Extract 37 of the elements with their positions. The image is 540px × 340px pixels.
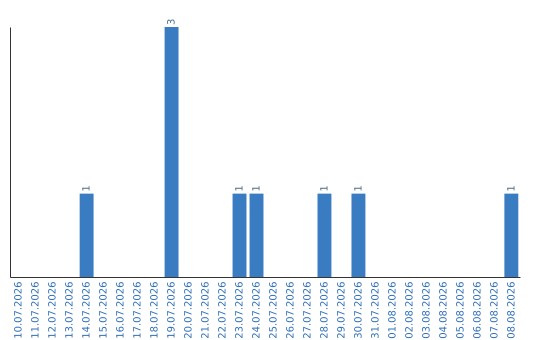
x-tick-label: 25.07.2026 [268, 282, 280, 339]
x-tick-label: 11.07.2026 [30, 282, 42, 339]
data-label: 1 [82, 185, 93, 192]
x-tick-label: 10.07.2026 [14, 282, 25, 339]
x-tick-label: 21.07.2026 [200, 282, 212, 339]
x-tick-label: 04.08.2026 [438, 282, 450, 339]
data-label: 1 [234, 185, 246, 192]
data-label: 1 [252, 185, 263, 192]
data-label: 1 [319, 185, 330, 192]
x-tick-label: 23.07.2026 [234, 282, 246, 339]
x-tick-label: 27.07.2026 [302, 282, 314, 339]
x-tick-label: 07.08.2026 [489, 282, 500, 339]
x-tick-label: 01.08.2026 [387, 282, 398, 339]
x-tick-label: 29.07.2026 [336, 282, 348, 339]
x-tick-label: 14.07.2026 [82, 282, 93, 339]
x-tick-label: 06.08.2026 [472, 282, 484, 339]
x-tick-label: 24.07.2026 [252, 282, 263, 339]
x-tick-label: 15.07.2026 [98, 282, 110, 339]
data-label: 1 [506, 185, 518, 192]
x-tick-label: 17.07.2026 [132, 282, 144, 339]
data-label: 3 [166, 18, 178, 25]
x-tick-label: 30.07.2026 [353, 282, 364, 339]
x-tick-label: 18.07.2026 [150, 282, 161, 339]
x-tick-label: 16.07.2026 [116, 282, 127, 339]
x-tick-label: 13.07.2026 [64, 282, 76, 339]
x-tick-label: 19.07.2026 [166, 282, 178, 339]
x-tick-label: 31.07.2026 [370, 282, 382, 339]
x-tick-label: 08.08.2026 [506, 282, 518, 339]
x-tick-label: 20.07.2026 [184, 282, 195, 339]
x-tick-label: 03.08.2026 [421, 282, 432, 339]
data-label: 1 [353, 185, 364, 192]
x-tick-label: 28.07.2026 [319, 282, 330, 339]
x-tick-label: 22.07.2026 [218, 282, 229, 339]
x-tick-label: 26.07.2026 [285, 282, 296, 339]
x-tick-label: 12.07.2026 [48, 282, 59, 339]
x-tick-label: 02.08.2026 [404, 282, 416, 339]
x-tick-label: 05.08.2026 [455, 282, 466, 339]
